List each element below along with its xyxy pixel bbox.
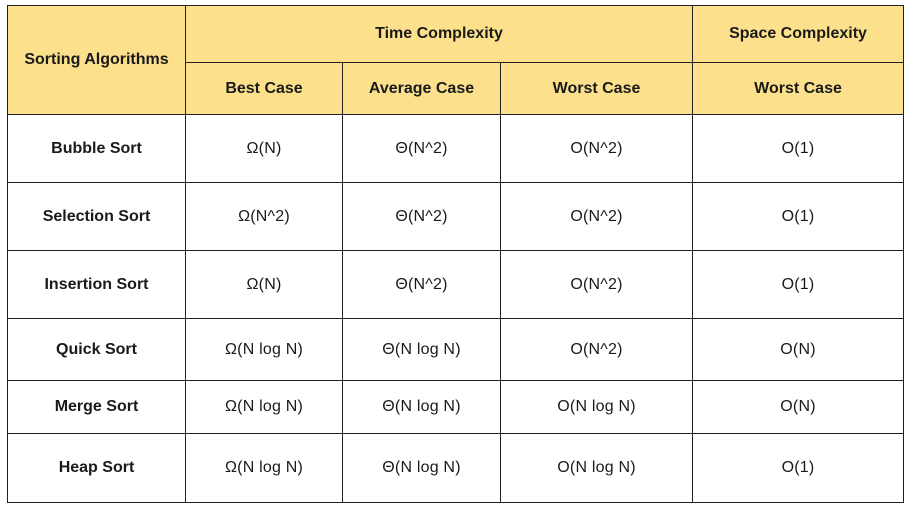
space-worst-case-value: O(1) (692, 433, 905, 503)
space-worst-case-value: O(N) (692, 318, 905, 381)
table-row-bubble-sort: Bubble Sort Ω(N) Θ(N^2) O(N^2) O(1) (7, 114, 905, 183)
best-case-value: Ω(N^2) (185, 182, 343, 251)
best-case-value: Ω(N log N) (185, 433, 343, 503)
algorithm-name: Insertion Sort (7, 250, 186, 319)
best-case-value: Ω(N log N) (185, 380, 343, 434)
table-row-insertion-sort: Insertion Sort Ω(N) Θ(N^2) O(N^2) O(1) (7, 250, 905, 319)
subheader-space-worst-case: Worst Case (692, 62, 905, 115)
worst-case-value: O(N log N) (499, 433, 694, 503)
algorithm-name: Selection Sort (7, 182, 186, 251)
algorithm-name: Bubble Sort (7, 114, 186, 183)
average-case-value: Θ(N^2) (342, 114, 501, 183)
table-row-merge-sort: Merge Sort Ω(N log N) Θ(N log N) O(N log… (7, 380, 905, 434)
group-header-time-complexity: Time Complexity (184, 5, 694, 63)
worst-case-value: O(N^2) (499, 250, 694, 319)
average-case-value: Θ(N^2) (342, 182, 501, 251)
worst-case-value: O(N^2) (499, 114, 694, 183)
table-row-heap-sort: Heap Sort Ω(N log N) Θ(N log N) O(N log … (7, 433, 905, 503)
corner-header-sorting-algorithms: Sorting Algorithms (7, 5, 186, 115)
space-worst-case-value: O(N) (692, 380, 905, 434)
header-group-row: Sorting Algorithms Time Complexity Space… (7, 5, 905, 115)
subheader-best-case: Best Case (185, 62, 343, 115)
algorithm-name: Quick Sort (7, 318, 186, 381)
sorting-complexity-table: Sorting Algorithms Time Complexity Space… (7, 5, 905, 503)
best-case-value: Ω(N) (185, 250, 343, 319)
table-row-quick-sort: Quick Sort Ω(N log N) Θ(N log N) O(N^2) … (7, 318, 905, 381)
space-worst-case-value: O(1) (692, 250, 905, 319)
worst-case-value: O(N^2) (499, 182, 694, 251)
best-case-value: Ω(N log N) (185, 318, 343, 381)
worst-case-value: O(N^2) (499, 318, 694, 381)
subheader-worst-case: Worst Case (499, 62, 694, 115)
algorithm-name: Merge Sort (7, 380, 186, 434)
average-case-value: Θ(N^2) (342, 250, 501, 319)
best-case-value: Ω(N) (185, 114, 343, 183)
space-worst-case-value: O(1) (692, 114, 905, 183)
algorithm-name: Heap Sort (7, 433, 186, 503)
average-case-value: Θ(N log N) (342, 380, 501, 434)
table-row-selection-sort: Selection Sort Ω(N^2) Θ(N^2) O(N^2) O(1) (7, 182, 905, 251)
header-sub-row: Best Case Average Case Worst Case Worst … (8, 62, 905, 115)
average-case-value: Θ(N log N) (342, 318, 501, 381)
group-header-space-complexity: Space Complexity (692, 5, 905, 63)
average-case-value: Θ(N log N) (342, 433, 501, 503)
worst-case-value: O(N log N) (499, 380, 694, 434)
subheader-average-case: Average Case (342, 62, 501, 115)
space-worst-case-value: O(1) (692, 182, 905, 251)
